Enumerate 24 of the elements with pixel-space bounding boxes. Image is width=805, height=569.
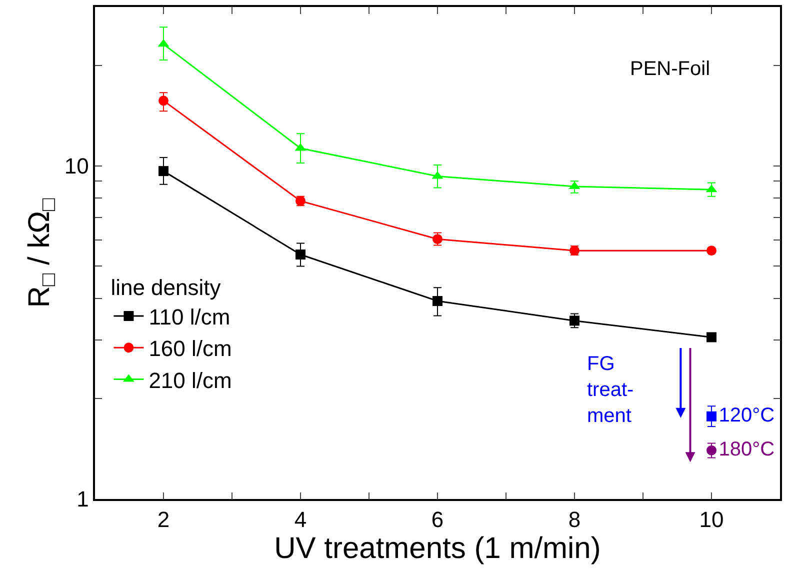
- point: [706, 246, 716, 256]
- legend-title: line density: [110, 275, 221, 300]
- point: [296, 250, 306, 260]
- x-tick-label: 4: [294, 507, 307, 532]
- x-tick-label: 10: [699, 507, 724, 532]
- legend-label: 120°C: [718, 404, 775, 426]
- point: [158, 166, 168, 176]
- point: [706, 445, 716, 456]
- point: [432, 296, 442, 306]
- y-tick-label: 1: [76, 486, 89, 512]
- legend-label: 160 l/cm: [148, 336, 232, 362]
- point: [570, 316, 580, 326]
- annotation: FG treat- ment: [587, 353, 634, 427]
- legend-label: 180°C: [718, 438, 775, 460]
- x-tick-label: 8: [568, 507, 581, 532]
- legend-label: 110 l/cm: [148, 304, 230, 330]
- x-tick-label: 2: [157, 507, 170, 532]
- x-axis-title: UV treatments (1 m/min): [274, 532, 601, 566]
- point: [158, 96, 168, 106]
- point: [706, 332, 716, 342]
- annotation: PEN-Foil: [630, 58, 710, 80]
- x-tick-label: 6: [431, 507, 444, 532]
- legend-label: 210 l/cm: [148, 368, 232, 393]
- point: [706, 411, 716, 422]
